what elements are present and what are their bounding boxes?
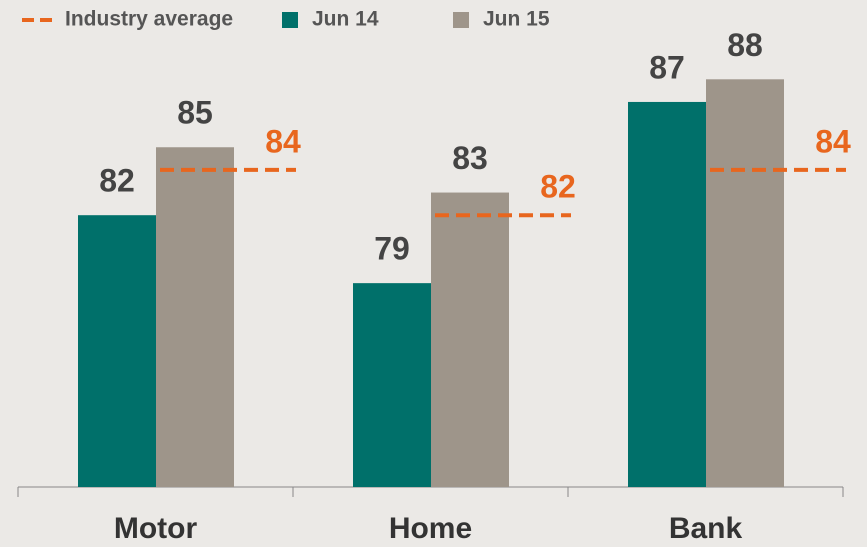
data-label: 82 [99,163,135,199]
legend-label: Jun 15 [483,8,550,31]
reference-label: 84 [815,123,851,159]
x-tick-label: Home [389,512,472,545]
data-label: 83 [452,140,488,176]
data-label: 88 [727,27,763,63]
bar [353,283,431,487]
x-tick-label: Bank [669,512,743,545]
legend-swatch [453,12,469,28]
bar [706,79,784,488]
data-label: 85 [177,95,213,131]
x-tick-label: Motor [114,512,198,545]
bar [78,215,156,487]
bar [156,147,234,487]
reference-label: 84 [265,123,301,159]
data-label: 87 [649,49,685,85]
data-label: 79 [374,231,410,267]
legend-label: Industry average [65,8,233,31]
bar [628,101,706,487]
reference-label: 82 [540,169,576,205]
legend-swatch [282,12,298,28]
legend-label: Jun 14 [312,8,379,31]
bar [431,192,509,488]
